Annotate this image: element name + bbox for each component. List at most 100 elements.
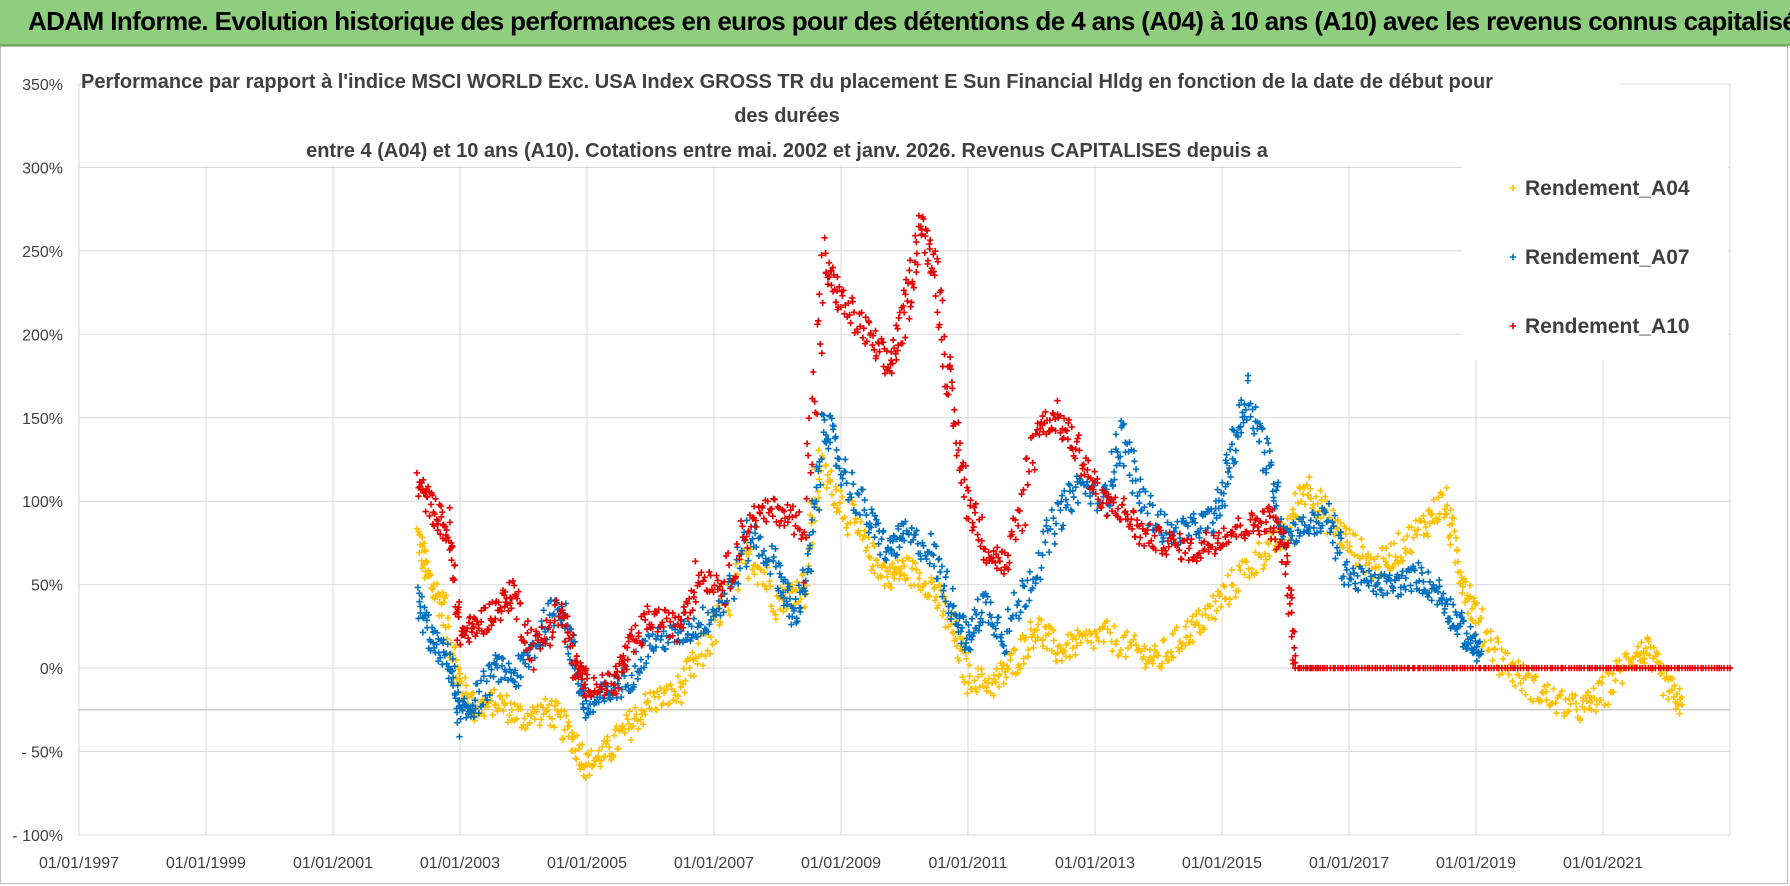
data-point [1610,689,1617,696]
data-point [1473,643,1480,651]
data-point [1106,629,1114,636]
data-point [901,571,908,579]
data-point [1181,537,1188,544]
y-tick-label: 150% [22,411,63,428]
data-point [1425,589,1433,597]
data-point [1604,701,1612,708]
data-point [1671,682,1678,689]
data-point [1323,518,1330,526]
data-point [1228,566,1235,574]
data-point [1173,624,1181,631]
data-point [475,709,483,717]
data-point [757,533,764,541]
data-point [854,328,861,336]
data-point [1024,481,1031,489]
data-point [1373,591,1380,598]
data-point [659,700,667,707]
data-point [759,502,766,510]
data-point [484,696,491,704]
data-point [638,641,646,649]
data-point [1029,584,1036,592]
data-point [893,551,901,558]
data-point [1197,554,1204,562]
data-point [1460,618,1467,625]
data-point [1558,687,1566,695]
data-point [1015,598,1022,605]
data-point [826,439,834,446]
data-point [1329,518,1336,526]
data-point [878,535,885,543]
data-point [1241,413,1248,420]
data-point [966,672,973,680]
data-point [422,557,430,565]
data-point [1077,639,1084,646]
data-point [861,496,868,504]
data-point [1084,466,1091,474]
data-point [1256,531,1263,538]
data-point [718,592,725,600]
data-point [1237,429,1245,436]
data-point [839,475,846,482]
data-point [422,547,430,554]
data-point [871,346,878,353]
data-point [818,350,826,357]
data-point [1061,487,1068,495]
data-point [995,554,1002,561]
data-point [471,696,479,704]
data-point [864,544,871,551]
data-point [1273,487,1280,494]
data-point [1112,431,1120,438]
data-point [789,503,797,510]
data-point [1252,549,1259,556]
data-point [1593,701,1600,708]
data-point [1189,638,1197,646]
data-point [684,600,691,607]
data-point [598,757,605,765]
data-point [614,680,622,688]
data-point [835,455,843,463]
data-point [1083,478,1091,486]
data-point [619,722,627,729]
data-point [745,528,752,535]
data-point [632,622,639,629]
data-point [1111,623,1118,630]
data-point [721,601,729,609]
data-point [1221,583,1228,590]
data-point [1137,534,1144,541]
data-point [633,711,640,718]
data-point [621,729,628,737]
data-point [1266,447,1274,455]
data-point [1235,515,1242,522]
data-point [1454,558,1462,565]
data-point [760,569,768,576]
data-point [786,583,793,590]
data-point [1003,648,1010,655]
data-point [859,334,867,342]
data-point [895,314,903,322]
data-point [804,452,812,459]
data-point [996,671,1003,678]
data-point [688,634,696,642]
data-point [1024,653,1032,660]
data-point [1265,540,1272,548]
data-point [707,616,715,624]
data-point [566,635,573,642]
data-point [841,514,848,521]
data-point [1487,636,1495,644]
data-point [930,268,937,275]
data-point [969,527,976,534]
data-point [1059,648,1067,656]
data-point [801,603,809,611]
data-point [663,615,670,622]
data-point [680,603,688,611]
data-point [1343,558,1350,566]
data-point [497,692,504,699]
data-point [914,540,922,548]
y-tick-label: 350% [22,77,63,94]
data-point [1019,632,1026,639]
data-point [970,523,977,531]
data-point [1362,562,1369,569]
data-point [974,596,981,603]
data-point [1211,510,1218,517]
data-point [1202,605,1209,612]
